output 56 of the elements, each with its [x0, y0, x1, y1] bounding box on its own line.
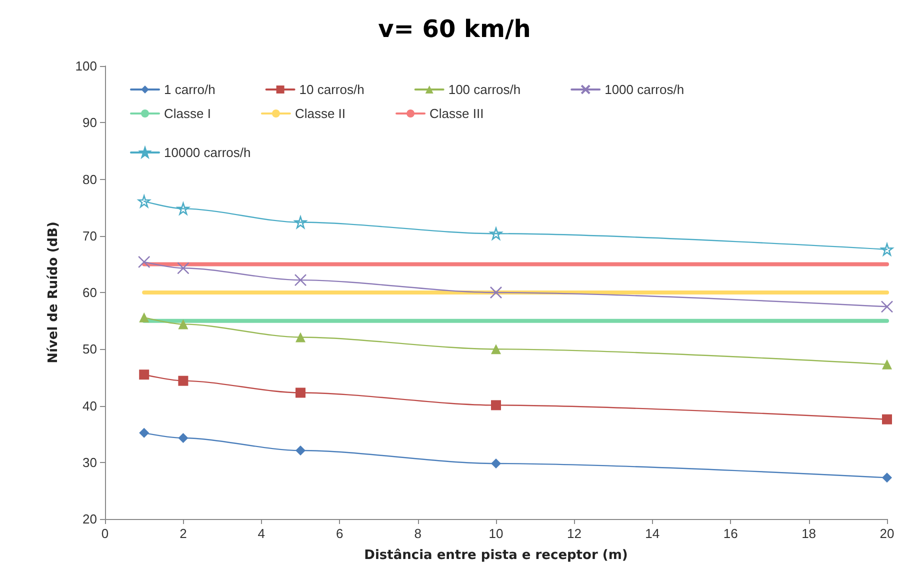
y-tick-label: 90 [82, 115, 97, 130]
x-tick-label: 6 [336, 526, 344, 541]
x-tick-label: 8 [414, 526, 422, 541]
x-axis-title: Distância entre pista e receptor (m) [364, 548, 628, 563]
point [491, 344, 501, 354]
legend-label: 100 carros/h [448, 82, 521, 97]
point [880, 300, 894, 313]
point [882, 414, 892, 424]
legend-label: 1000 carros/h [604, 82, 684, 97]
x-tick-label: 14 [645, 526, 660, 541]
point [294, 274, 307, 286]
x-tick-label: 12 [566, 526, 582, 541]
x-tick-label: 2 [180, 526, 187, 541]
point [882, 472, 892, 483]
x-tick-label: 18 [802, 526, 816, 541]
x-tick-label: 4 [258, 526, 266, 541]
x-tick-label: 16 [723, 526, 738, 541]
point [178, 433, 188, 444]
legend-label: 10000 carros/h [164, 145, 251, 160]
y-axis-title: Nível de Ruído (dB) [46, 222, 61, 364]
point [882, 359, 892, 370]
x-tick-label: 20 [880, 526, 894, 541]
y-tick-label: 80 [82, 172, 97, 187]
point [138, 195, 150, 208]
point [178, 319, 188, 330]
y-tick-label: 30 [82, 454, 97, 470]
x-tick-label: 0 [101, 526, 109, 541]
point [880, 243, 894, 256]
point [490, 227, 502, 240]
x-tick-label: 10 [488, 526, 504, 541]
point [491, 400, 501, 410]
point [177, 262, 190, 274]
legend-label: Classe II [294, 106, 346, 121]
y-tick-label: 60 [82, 285, 97, 300]
y-tick-label: 100 [75, 58, 97, 74]
point [296, 332, 306, 342]
legend-label: Classe III [430, 106, 484, 121]
y-tick-label: 70 [82, 228, 97, 244]
point [490, 286, 502, 299]
legend-label: 1 carro/h [164, 82, 216, 97]
point [177, 202, 190, 215]
legend-label: Classe I [164, 106, 211, 121]
point [139, 370, 150, 380]
point [296, 445, 306, 456]
point [294, 216, 307, 228]
point [139, 312, 150, 322]
point [178, 376, 188, 386]
point [138, 256, 150, 268]
chart-title: v= 60 km/h [378, 15, 531, 43]
point [296, 388, 306, 398]
legend-label: 10 carros/h [299, 82, 364, 97]
point [491, 458, 501, 469]
y-tick-label: 50 [82, 342, 97, 357]
y-tick-label: 20 [82, 512, 97, 526]
point [139, 428, 150, 438]
y-tick-label: 40 [82, 398, 97, 414]
